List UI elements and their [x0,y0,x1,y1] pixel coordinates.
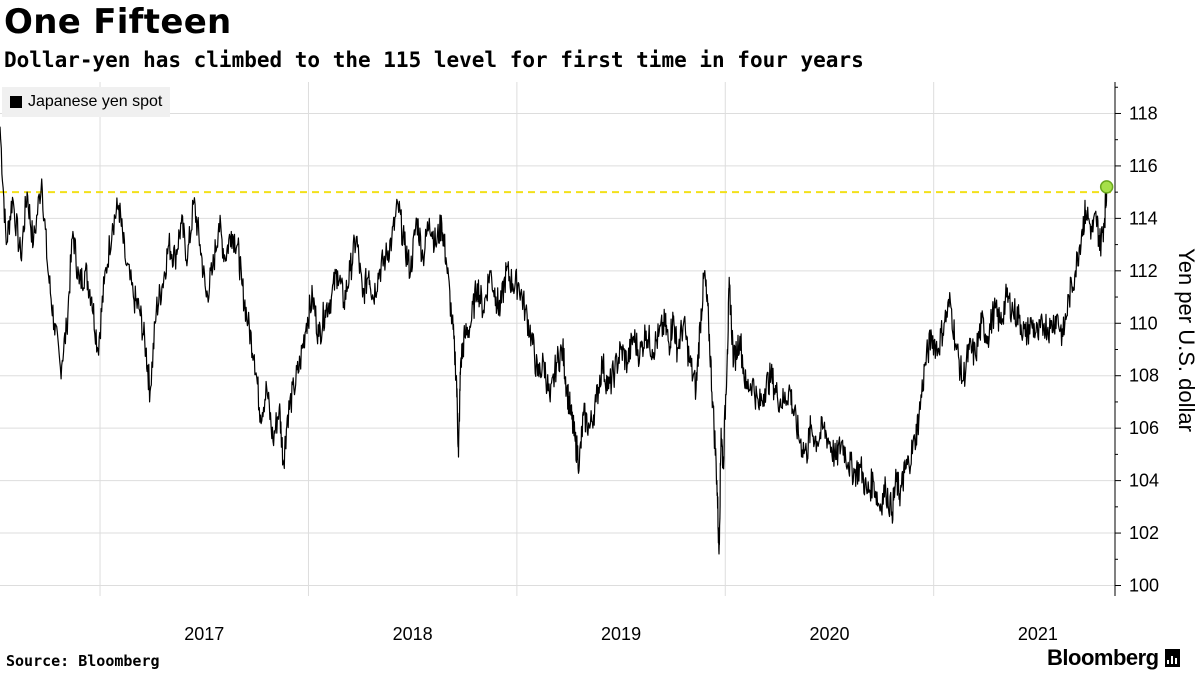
legend-swatch [10,96,22,108]
latest-value-marker [1099,180,1114,194]
x-tick-label-2021: 2021 [1018,624,1058,644]
y-tick-label-110: 110 [1129,313,1158,333]
x-tick-label-2019: 2019 [601,624,641,644]
y-tick-label-102: 102 [1129,523,1159,543]
x-axis: 2017 2018 2019 2020 2021 [184,624,1058,644]
brand-logo: Bloomberg [1047,645,1180,671]
x-tick-label-2020: 2020 [809,624,849,644]
y-tick-label-100: 100 [1129,576,1159,596]
y-tick-label-104: 104 [1129,471,1159,491]
y-tick-label-114: 114 [1129,208,1158,228]
y-tick-label-112: 112 [1129,261,1158,281]
series-line-japanese-yen-spot [0,126,1108,555]
bar-chart-icon [1164,649,1180,667]
chart-title: One Fifteen [4,2,232,42]
source-note: Source: Bloomberg [6,652,160,670]
x-tick-label-2018: 2018 [393,624,433,644]
y-tick-label-118: 118 [1129,103,1158,123]
legend: Japanese yen spot [2,87,171,117]
grid [0,82,1115,596]
y-tick-label-108: 108 [1129,366,1159,386]
y-tick-label-106: 106 [1129,418,1159,438]
x-tick-label-2017: 2017 [184,624,224,644]
y-tick-label-116: 116 [1129,156,1158,176]
y-axis-label: Yen per U.S. dollar [1174,248,1199,432]
chart-subtitle: Dollar-yen has climbed to the 115 level … [4,48,864,72]
brand-name: Bloomberg [1047,645,1159,670]
legend-label: Japanese yen spot [28,93,163,110]
y-axis: 100 102 104 106 108 110 112 114 116 118 [1114,82,1159,596]
